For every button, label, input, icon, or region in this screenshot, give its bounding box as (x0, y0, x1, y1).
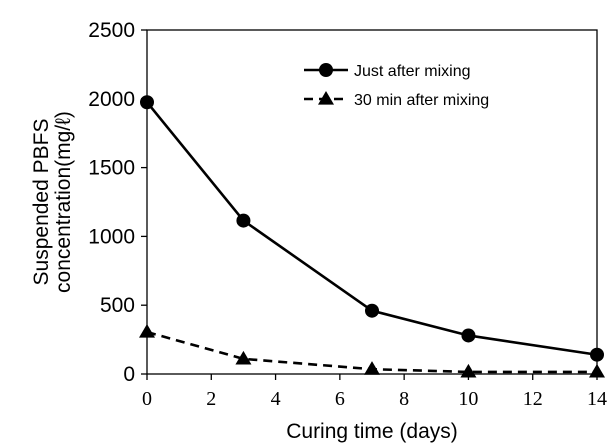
y-tick-label: 1000 (88, 225, 135, 248)
y-axis-ticks: 0 500 1000 1500 2000 2500 (88, 19, 147, 386)
x-tick-label: 6 (335, 388, 345, 410)
legend-entry: 30 min after mixing (304, 91, 489, 109)
legend-marker (318, 91, 334, 105)
x-tick-label: 10 (458, 388, 478, 410)
y-axis-title-line-1: Suspended PBFS (30, 119, 53, 286)
legend-label: Just after mixing (354, 63, 470, 80)
legend-entry: Just after mixing (304, 63, 470, 80)
y-tick-label: 500 (100, 294, 135, 317)
data-point (364, 361, 380, 375)
x-axis-ticks: 0 2 4 6 8 10 12 14 (142, 374, 607, 410)
legend-marker (319, 63, 333, 77)
data-point (139, 324, 155, 338)
data-point (236, 213, 251, 228)
y-tick-label: 0 (123, 363, 135, 386)
x-tick-label: 2 (206, 388, 216, 410)
y-tick-label: 1500 (88, 157, 135, 180)
legend: Just after mixing 30 min after mixing (304, 63, 489, 109)
x-tick-label: 14 (587, 388, 607, 410)
data-point (590, 347, 604, 362)
x-tick-label: 4 (271, 388, 281, 410)
x-tick-label: 0 (142, 388, 152, 410)
x-tick-label: 8 (399, 388, 409, 410)
x-axis-title: Curing time (days) (286, 420, 458, 443)
series-30-min-after-mixing (139, 324, 605, 378)
legend-label: 30 min after mixing (354, 92, 489, 109)
data-point (235, 350, 252, 365)
y-axis-title-line-2: concentration(mg/ℓ) (52, 111, 75, 293)
data-point (140, 95, 154, 110)
x-tick-label: 12 (523, 388, 543, 410)
y-tick-label: 2000 (88, 88, 135, 111)
series-just-after-mixing (140, 95, 604, 362)
data-point (461, 328, 476, 343)
series-layer (139, 95, 605, 378)
y-tick-label: 2500 (88, 19, 135, 42)
y-axis-title: Suspended PBFS concentration(mg/ℓ) (30, 111, 75, 293)
data-point (460, 363, 477, 378)
plot-frame (146, 29, 598, 375)
data-point (365, 303, 379, 318)
data-point (589, 363, 605, 378)
